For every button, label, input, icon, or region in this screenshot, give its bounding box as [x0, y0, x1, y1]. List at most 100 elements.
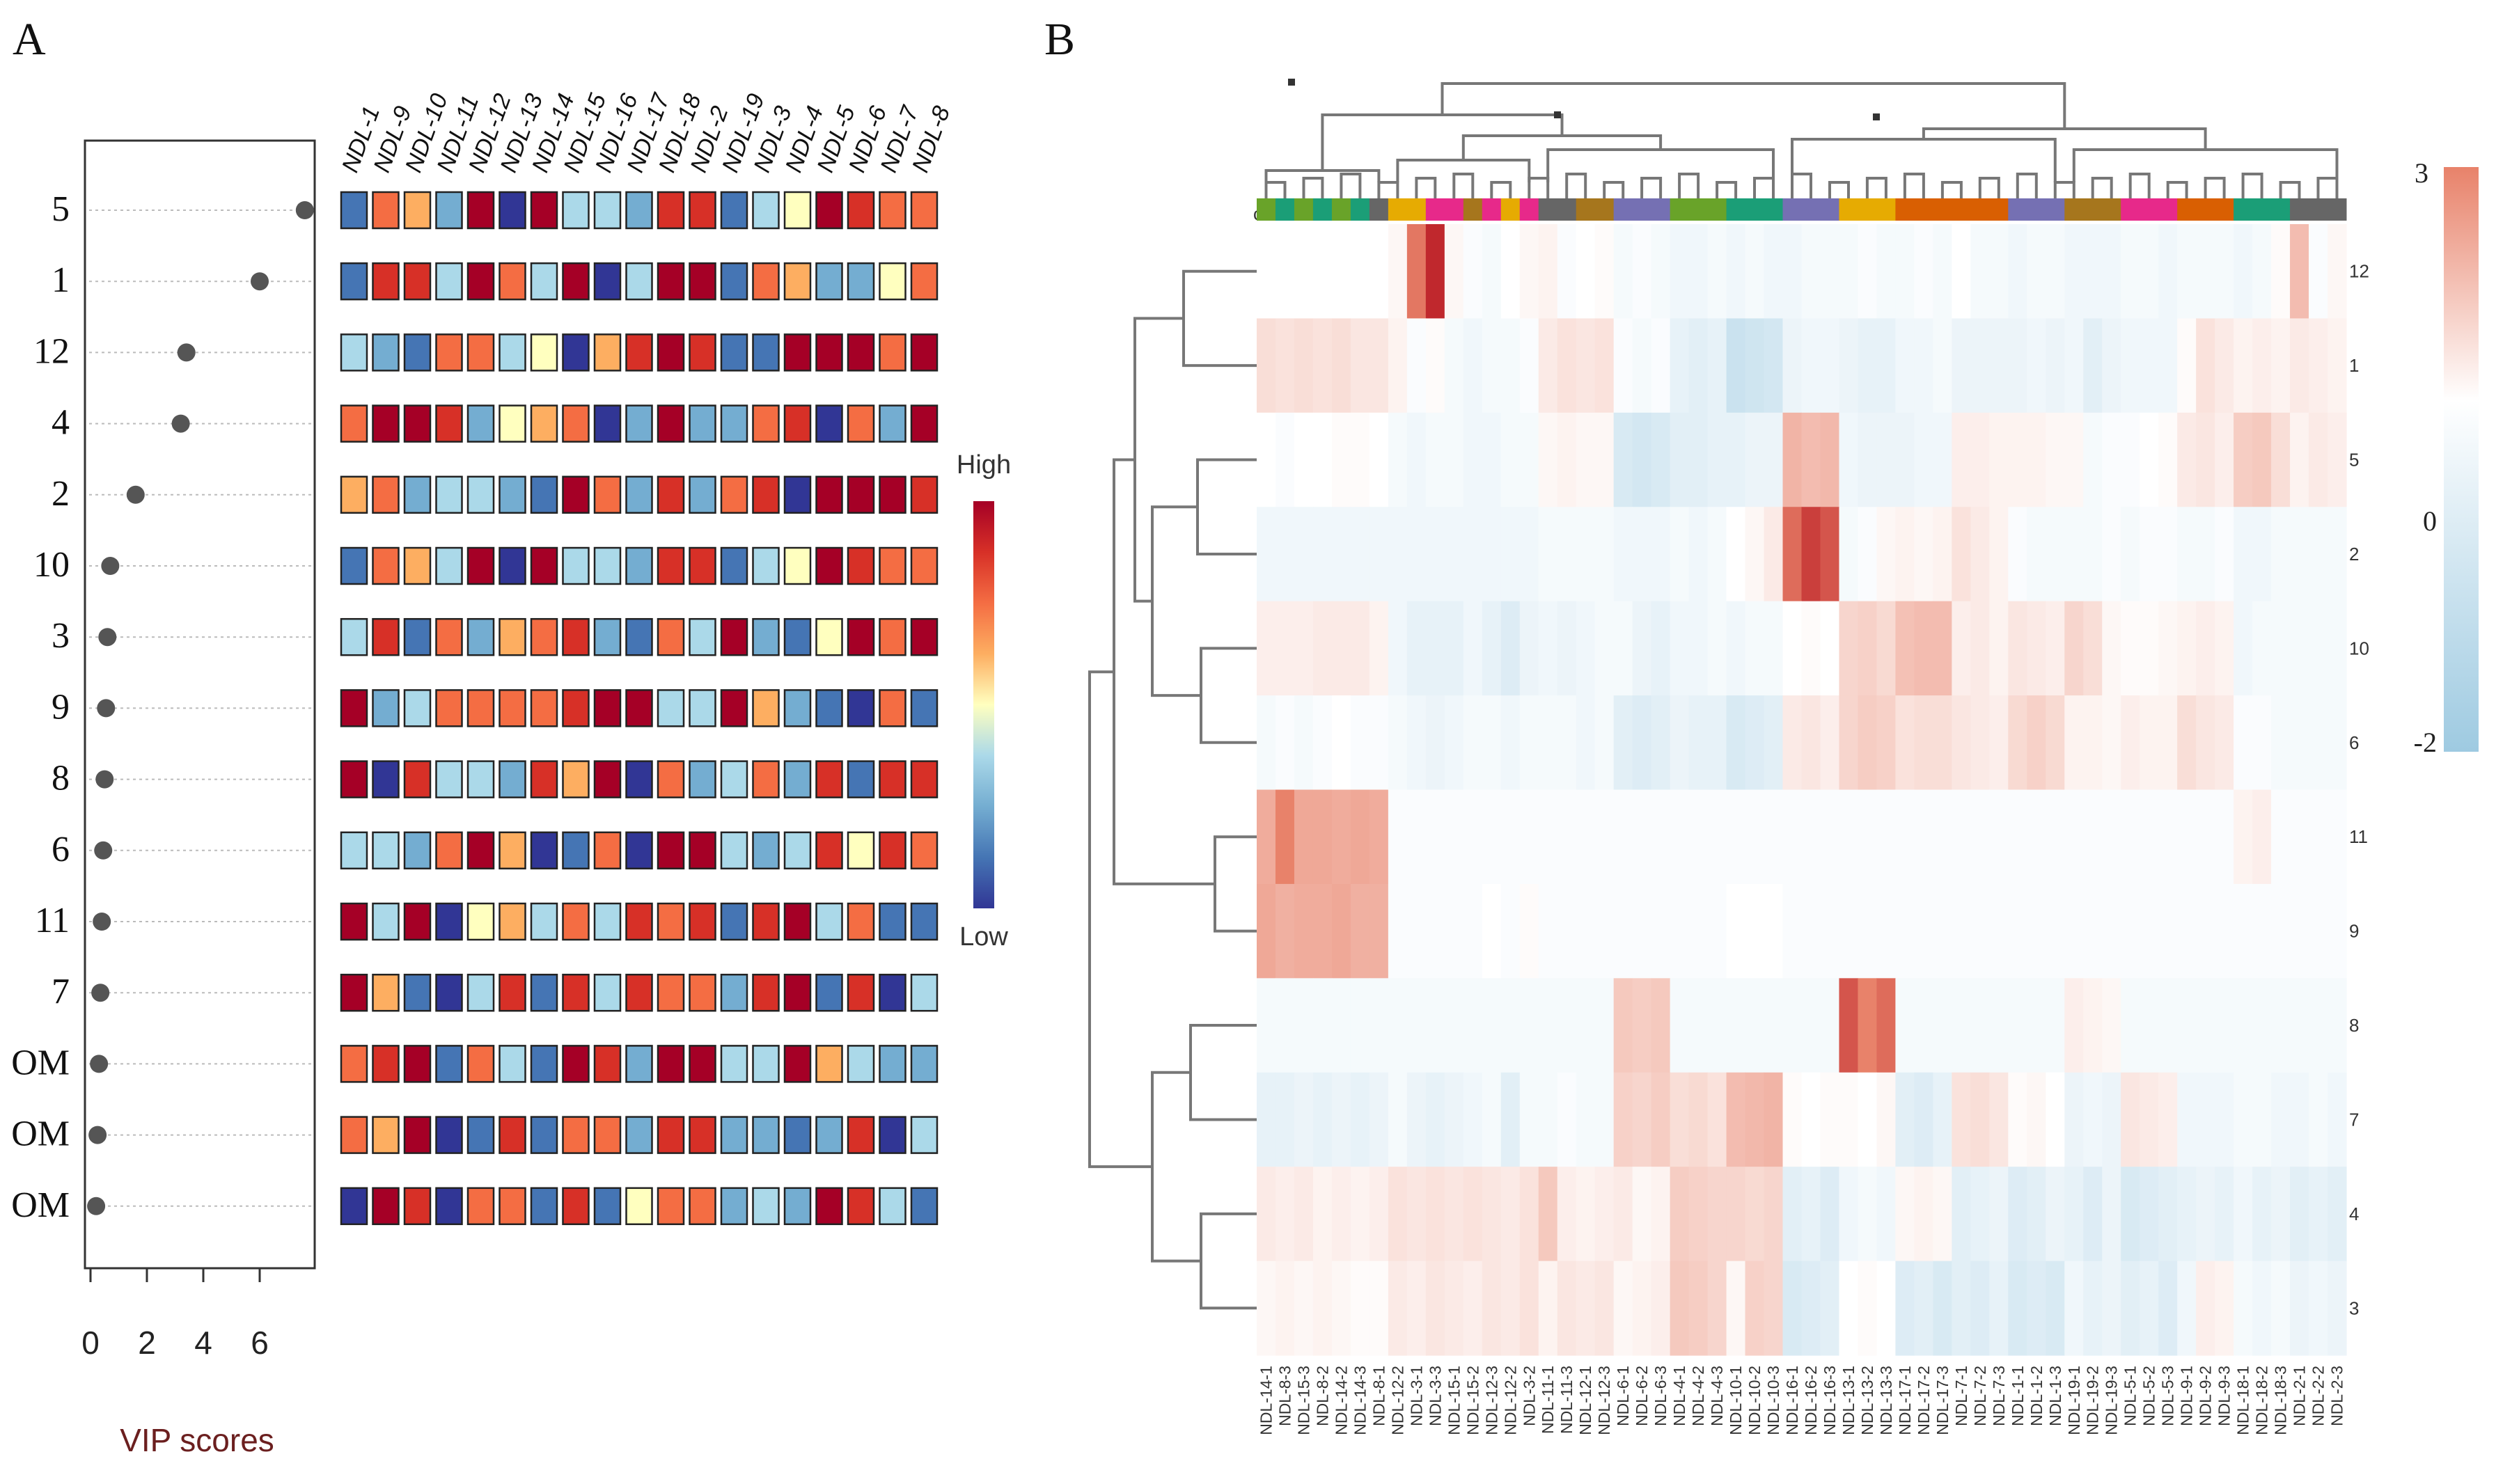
panel-b-heatmap-cell: [2140, 789, 2159, 885]
panel-b-heatmap-cell: [1519, 789, 1539, 885]
panel-b-heatmap-cell: [1670, 789, 1690, 885]
panel-b-heatmap-cell: [2083, 695, 2103, 791]
panel-b-heatmap-cell: [2252, 507, 2272, 602]
panel-b-column-label: NDL-7-1: [1952, 1366, 1970, 1426]
panel-b-heatmap-cell: [1350, 507, 1370, 602]
panel-a-heatmap-cell: [435, 1187, 463, 1226]
panel-a-heatmap-cell: [340, 262, 368, 301]
panel-b-heatmap-cell: [2234, 883, 2253, 979]
panel-b-heatmap-cell: [1858, 883, 1878, 979]
panel-b-heatmap-cell: [1876, 318, 1897, 413]
panel-b-heatmap-cell: [1707, 318, 1727, 413]
panel-b-heatmap-cell: [2102, 695, 2121, 791]
panel-a-heatmap-cell: [657, 973, 685, 1012]
panel-b-heatmap-cell: [1933, 1167, 1952, 1262]
panel-b-heatmap-cell: [1952, 1072, 1971, 1167]
class-bar-segment: [2008, 198, 2065, 221]
panel-a-heatmap-cell: [815, 831, 843, 870]
panel-b-heatmap-cell: [1745, 1072, 1765, 1167]
panel-b-heatmap-cell: [1839, 1167, 1859, 1262]
panel-a-heatmap-cell: [847, 1187, 875, 1226]
panel-b-row-label: 9: [2349, 921, 2359, 942]
panel-b-heatmap-cell: [2290, 1167, 2309, 1262]
panel-a-heatmap-cell: [783, 760, 812, 798]
panel-a-heatmap-cell: [466, 262, 495, 301]
class-bar-segment: [1613, 198, 1671, 221]
panel-b-row-dendrogram: [1088, 269, 1257, 1310]
panel-b-heatmap-cell: [1688, 695, 1709, 791]
panel-b-column-label: NDL-12-2: [1501, 1366, 1519, 1435]
panel-b-heatmap-cell: [1594, 978, 1615, 1073]
panel-b-heatmap-cell: [1914, 1072, 1933, 1167]
panel-a-heatmap-cell: [340, 902, 368, 941]
panel-a-heatmap-cell: [815, 404, 843, 443]
panel-b-heatmap-cell: [1519, 1072, 1539, 1167]
panel-b-heatmap-cell: [1970, 318, 1990, 413]
panel-b-heatmap-cell: [1331, 695, 1351, 791]
panel-b-heatmap-cell: [1970, 224, 1990, 319]
panel-a-heatmap-cell: [435, 902, 463, 941]
colorbar-tick-zero: 0: [2423, 505, 2437, 537]
panel-b-heatmap-cell: [1463, 1261, 1483, 1356]
panel-b-heatmap-cell: [1820, 1261, 1840, 1356]
panel-a-heatmap-cell: [625, 546, 653, 585]
panel-b-heatmap-cell: [1557, 1261, 1577, 1356]
panel-a-heatmap-cell: [689, 973, 716, 1012]
panel-b-heatmap-cell: [2177, 1072, 2197, 1167]
class-bar-segment: [2121, 198, 2178, 221]
column-dendrogram-branch: [1461, 134, 1663, 160]
panel-b-heatmap-cell: [1858, 789, 1878, 885]
panel-b-heatmap-cell: [2252, 1072, 2272, 1167]
panel-b-column-label: NDL-2-1: [2291, 1366, 2309, 1426]
panel-a-heatmap-cell: [562, 1116, 590, 1154]
panel-a-heatmap-cell: [657, 404, 685, 443]
panel-a-heatmap-cell: [403, 191, 432, 230]
panel-b-heatmap-cell: [1331, 412, 1351, 507]
panel-b-heatmap-cell: [1594, 507, 1615, 602]
panel-b-heatmap-cell: [1745, 1261, 1765, 1356]
panel-b-heatmap-cell: [2083, 1261, 2103, 1356]
panel-b-heatmap-cell: [1388, 978, 1408, 1073]
panel-b-heatmap-cell: [1312, 789, 1333, 885]
panel-a-heatmap-cell: [562, 404, 590, 443]
panel-b-heatmap-cell: [2140, 1261, 2159, 1356]
panel-b-heatmap-cell: [2328, 695, 2347, 791]
panel-b-heatmap-cell: [1519, 412, 1539, 507]
panel-a-heatmap-cell: [562, 617, 590, 656]
panel-a-heatmap-cell: [499, 1187, 526, 1226]
panel-a-heatmap-cell: [689, 831, 716, 870]
panel-b-heatmap-cell: [1989, 789, 2009, 885]
panel-a-heatmap-cell: [815, 1187, 843, 1226]
panel-b-heatmap-cell: [1406, 978, 1427, 1073]
panel-a-heatmap-cell: [403, 617, 432, 656]
panel-b-heatmap-cell: [1745, 507, 1765, 602]
panel-b-heatmap-cell: [2083, 1072, 2103, 1167]
row-dendrogram-branch: [1151, 505, 1201, 697]
panel-b-heatmap-cell: [1369, 1167, 1389, 1262]
panel-b-heatmap-cell: [1782, 224, 1803, 319]
panel-b-column-label: NDL-4-3: [1708, 1366, 1726, 1426]
panel-a-heatmap-cell: [625, 191, 653, 230]
panel-b-heatmap-cell: [1331, 601, 1351, 696]
panel-a-heatmap-cell: [847, 617, 875, 656]
panel-b-heatmap-cell: [1782, 1072, 1803, 1167]
panel-b-heatmap-cell: [2064, 1261, 2084, 1356]
panel-b-heatmap-cell: [1651, 695, 1671, 791]
panel-b-heatmap-cell: [1482, 507, 1502, 602]
panel-b-heatmap-cell: [1350, 601, 1370, 696]
panel-b-heatmap-cell: [1519, 883, 1539, 979]
panel-a-heatmap-cell: [340, 475, 368, 514]
panel-b-heatmap-cell: [2008, 1072, 2027, 1167]
panel-b-heatmap-cell: [2140, 412, 2159, 507]
panel-a-heatmap-cell: [657, 333, 685, 372]
panel-b-column-label: NDL-17-1: [1896, 1366, 1914, 1435]
panel-b-heatmap-cell: [1801, 1261, 1821, 1356]
panel-b-heatmap-cell: [2271, 507, 2291, 602]
panel-b-heatmap-cell: [1876, 695, 1897, 791]
panel-b-heatmap-cell: [1613, 318, 1633, 413]
panel-b-heatmap-cell: [1876, 412, 1897, 507]
panel-b-heatmap-cell: [1952, 601, 1971, 696]
panel-a-heatmap-cell: [372, 475, 400, 514]
panel-b-heatmap-cell: [1989, 1072, 2009, 1167]
panel-b-heatmap-cell: [1350, 978, 1370, 1073]
